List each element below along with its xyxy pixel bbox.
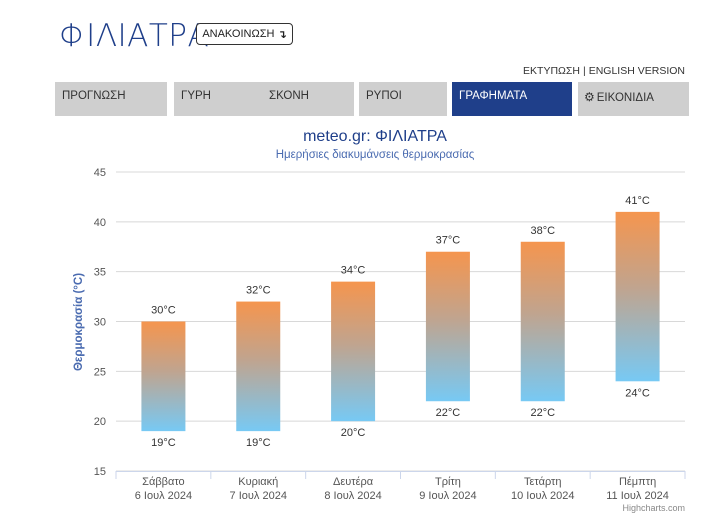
x-tick-date-label: 8 Ιουλ 2024 — [324, 490, 381, 502]
page-title: ΦΙΛΙΑΤΡΑ — [59, 18, 210, 54]
tab-icons[interactable]: ⚙ ΕΙΚΟΝΙΔΙΑ — [578, 82, 689, 116]
x-tick-day-label: Τρίτη — [435, 476, 461, 488]
y-tick-label: 45 — [94, 167, 106, 179]
max-temp-label: 32°C — [246, 285, 271, 297]
temperature-range-bar[interactable] — [236, 301, 281, 432]
tab-pollutants-label: ΡΥΠΟΙ — [366, 90, 402, 102]
x-tick-date-label: 9 Ιουλ 2024 — [419, 490, 476, 502]
x-tick-day-label: Πέμπτη — [619, 476, 656, 488]
arrow-turn-down-icon: ↴ — [277, 28, 287, 41]
max-temp-label: 41°C — [625, 195, 650, 207]
announcement-label: ΑΝΑΚΟΙΝΩΣΗ — [202, 28, 275, 40]
tab-icons-label: ΕΙΚΟΝΙΔΙΑ — [596, 92, 654, 104]
x-tick-day-label: Σάββατο — [142, 476, 184, 488]
tab-dust-label: ΣΚΟΝΗ — [269, 90, 309, 102]
tab-pollen-label: ΓΥΡΗ — [181, 90, 211, 102]
max-temp-label: 38°C — [530, 225, 555, 237]
min-temp-label: 19°C — [246, 437, 271, 449]
min-temp-label: 22°C — [436, 407, 461, 419]
tab-dust[interactable]: ΣΚΟΝΗ — [262, 82, 354, 116]
min-temp-label: 24°C — [625, 387, 650, 399]
chart-subtitle: Ημερήσιες διακυμάνσεις θερμοκρασίας — [276, 149, 475, 161]
min-temp-label: 20°C — [341, 427, 366, 439]
max-temp-label: 34°C — [341, 265, 366, 277]
temperature-range-bar[interactable] — [425, 251, 470, 402]
tab-charts-label: ΓΡΑΦΗΜΑΤΑ — [459, 90, 528, 102]
y-tick-label: 25 — [94, 366, 106, 378]
max-temp-label: 30°C — [151, 305, 176, 317]
link-separator: | — [582, 65, 586, 77]
x-tick-date-label: 10 Ιουλ 2024 — [511, 490, 575, 502]
y-tick-label: 35 — [94, 267, 106, 279]
tab-forecast[interactable]: ΠΡΟΓΝΩΣΗ — [55, 82, 167, 116]
x-tick-date-label: 7 Ιουλ 2024 — [230, 490, 287, 502]
min-temp-label: 22°C — [530, 407, 555, 419]
x-axis: Σάββατο 6 Ιουλ 2024 Κυριακή 7 Ιουλ 2024 Δευτ… — [115, 471, 686, 502]
grid-lines — [116, 171, 685, 472]
tab-pollutants[interactable]: ΡΥΠΟΙ — [359, 82, 447, 116]
y-axis-label: Θερμοκρασία (°C) — [73, 273, 85, 371]
temperature-range-bar[interactable] — [520, 241, 565, 402]
y-tick-label: 30 — [94, 317, 106, 329]
temperature-range-bar[interactable] — [141, 321, 186, 432]
chart-credit[interactable]: Highcharts.com — [622, 503, 685, 513]
announcement-button[interactable]: ΑΝΑΚΟΙΝΩΣΗ ↴ — [196, 23, 293, 45]
y-tick-label: 15 — [94, 466, 106, 478]
tab-pollen[interactable]: ΓΥΡΗ — [174, 82, 279, 116]
x-tick-day-label: Δευτέρα — [333, 476, 374, 488]
top-links: ΕΚΤΥΠΩΣΗ | ENGLISH VERSION — [523, 65, 685, 77]
temperature-range-bar[interactable] — [331, 281, 376, 422]
y-tick-label: 40 — [94, 217, 106, 229]
x-tick-day-label: Τετάρτη — [524, 476, 562, 488]
y-tick-label: 20 — [94, 416, 106, 428]
tab-forecast-label: ΠΡΟΓΝΩΣΗ — [62, 90, 126, 102]
max-temp-label: 37°C — [436, 235, 461, 247]
english-version-link[interactable]: ENGLISH VERSION — [588, 65, 685, 77]
bar-series: 30°C 19°C 32°C 19°C 34°C 20°C 37°C 22°C 38°C 22°C… — [141, 195, 660, 449]
x-tick-day-label: Κυριακή — [238, 476, 278, 488]
gear-icon: ⚙ — [584, 90, 595, 104]
x-tick-date-label: 6 Ιουλ 2024 — [135, 490, 192, 502]
chart-title: meteo.gr: ΦΙΛΙΑΤΡΑ — [303, 128, 447, 145]
temperature-range-bar[interactable] — [615, 211, 660, 382]
x-tick-date-label: 11 Ιουλ 2024 — [606, 490, 669, 502]
min-temp-label: 19°C — [151, 437, 176, 449]
print-link[interactable]: ΕΚΤΥΠΩΣΗ — [523, 65, 580, 77]
tab-charts[interactable]: ΓΡΑΦΗΜΑΤΑ — [452, 82, 572, 116]
y-axis: 15 20 25 30 35 40 45 — [94, 167, 106, 478]
